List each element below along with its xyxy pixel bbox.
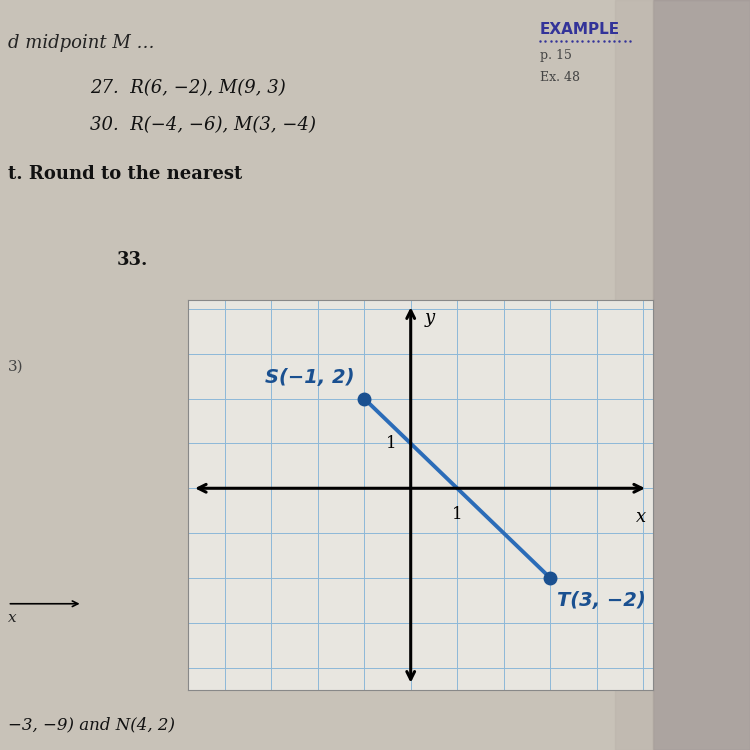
Text: y: y	[424, 309, 435, 327]
Text: 3): 3)	[8, 360, 23, 374]
Bar	[652, 0, 750, 750]
Text: 1: 1	[452, 506, 463, 524]
Text: x: x	[8, 611, 16, 626]
Text: p. 15: p. 15	[540, 49, 572, 62]
Text: 30.  R(−4, −6), M(3, −4): 30. R(−4, −6), M(3, −4)	[90, 116, 316, 134]
Text: 33.: 33.	[116, 251, 148, 269]
Text: S(−1, 2): S(−1, 2)	[266, 368, 355, 388]
Text: EXAMPLE: EXAMPLE	[540, 22, 620, 38]
Text: t. Round to the nearest: t. Round to the nearest	[8, 165, 242, 183]
Bar	[615, 0, 652, 750]
Text: 1: 1	[386, 435, 397, 452]
Text: x: x	[636, 509, 646, 526]
Text: d midpoint M …: d midpoint M …	[8, 34, 154, 52]
Text: T(3, −2): T(3, −2)	[557, 592, 646, 610]
Text: −3, −9) and N(4, 2): −3, −9) and N(4, 2)	[8, 716, 175, 734]
Text: 27.  R(6, −2), M(9, 3): 27. R(6, −2), M(9, 3)	[90, 79, 286, 97]
Text: Ex. 48: Ex. 48	[540, 71, 580, 84]
